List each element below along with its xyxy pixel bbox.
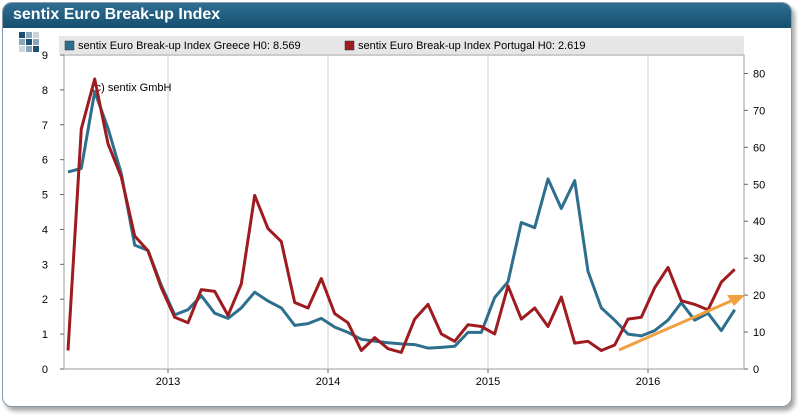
x-tick-label: 2016 [636,376,660,388]
right-axis: 0 10 20 30 40 50 60 70 80 [744,68,765,376]
x-tick-label: 2013 [156,376,180,388]
legend-swatch-greece [64,40,75,51]
series-layer [66,77,736,354]
trend-arrow-icon [618,295,745,352]
line-chart: sentix Euro Break-up Index Greece H0: 8.… [19,32,765,388]
right-tick-label: 50 [753,179,765,191]
left-tick-label: 2 [42,294,48,306]
right-tick-label: 80 [753,68,765,80]
right-tick-label: 40 [753,216,765,228]
left-tick-label: 0 [42,364,48,376]
left-tick-label: 7 [42,120,48,132]
x-tick-label: 2014 [316,376,340,388]
left-tick-label: 1 [42,329,48,341]
title-bar: sentix Euro Break-up Index [3,3,791,28]
x-axis: 2013 2014 2015 2016 [156,369,660,388]
right-tick-label: 60 [753,142,765,154]
legend-item-portugal: sentix Euro Break-up Index Portugal H0: … [344,40,585,52]
chart-window: sentix Euro Break-up Index sentix Euro B… [2,2,792,407]
right-tick-label: 0 [753,364,759,376]
series-line-portugal [66,77,736,354]
left-tick-label: 3 [42,259,48,271]
legend-label-portugal: sentix Euro Break-up Index Portugal H0: … [358,40,585,52]
left-tick-label: 6 [42,155,48,167]
right-tick-label: 20 [753,290,765,302]
left-tick-label: 8 [42,85,48,97]
left-tick-label: 5 [42,190,48,202]
right-tick-label: 30 [753,253,765,265]
left-tick-label: 4 [42,224,48,236]
window-title: sentix Euro Break-up Index [13,6,221,23]
legend-swatch-portugal [344,40,355,51]
legend-bar [59,36,744,54]
copyright-annotation: (c) sentix GmbH [92,82,172,94]
left-tick-label: 9 [42,50,48,62]
legend-item-greece: sentix Euro Break-up Index Greece H0: 8.… [64,40,301,52]
right-tick-label: 10 [753,327,765,339]
plot-area [63,54,745,370]
legend-label-greece: sentix Euro Break-up Index Greece H0: 8.… [78,40,301,52]
sentix-logo-icon [19,32,39,52]
right-tick-label: 70 [753,105,765,117]
x-tick-label: 2015 [476,376,500,388]
left-axis: 0 1 2 3 4 5 6 7 8 9 [42,50,64,376]
grid [167,55,649,369]
